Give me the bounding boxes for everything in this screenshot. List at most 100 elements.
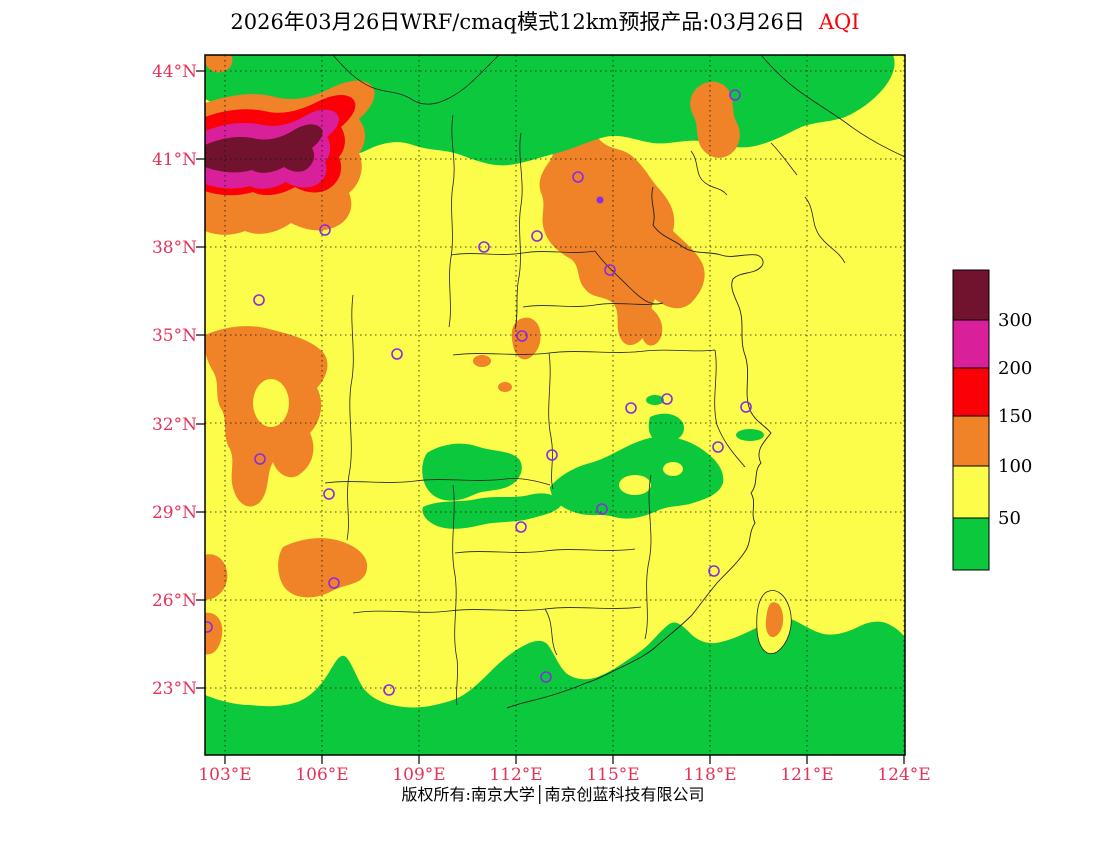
province-border <box>522 302 664 308</box>
city-marker <box>515 521 527 533</box>
province-border <box>514 132 523 330</box>
orange-strip-left-edge-1 <box>205 554 228 600</box>
orange-speck-2 <box>498 382 512 392</box>
orange-corner-northwest <box>205 55 233 73</box>
title-variable: AQI <box>818 10 860 34</box>
province-border <box>452 484 458 706</box>
yellow-hole-in-green-2 <box>663 462 683 476</box>
lat-label-26n: 26°N <box>152 591 197 611</box>
lat-label-23n: 23°N <box>152 679 197 699</box>
province-border <box>450 250 596 256</box>
legend-label-50: 50 <box>998 508 1021 529</box>
city-marker <box>253 294 265 306</box>
orange-streak-north <box>690 81 740 158</box>
yellow-hole-in-orange <box>253 379 289 427</box>
map-canvas <box>205 55 905 755</box>
lat-label-35n: 35°N <box>152 326 197 346</box>
city-marker <box>478 241 490 253</box>
city-marker <box>205 621 213 633</box>
legend-labels: 300 200 150 100 50 <box>998 310 1032 529</box>
city-marker <box>625 402 637 414</box>
city-marker-filled <box>596 196 604 204</box>
city-marker <box>254 453 266 465</box>
green-region-south-coast <box>205 617 905 755</box>
green-speck-east <box>736 429 764 441</box>
city-marker <box>708 565 720 577</box>
green-speck-small <box>646 395 664 405</box>
national-border-northeast <box>760 55 905 158</box>
city-marker <box>661 393 673 405</box>
lon-label-118e: 118°E <box>683 765 736 785</box>
lon-label-112e: 112°E <box>489 765 542 785</box>
province-border <box>770 142 798 176</box>
lon-label-109e: 109°E <box>392 765 445 785</box>
yellow-hole-in-green <box>619 475 651 495</box>
city-marker <box>319 224 331 236</box>
legend-colorbar: 300 200 150 100 50 <box>952 269 1032 571</box>
lat-label-44n: 44°N <box>152 62 197 82</box>
province-border <box>714 349 746 468</box>
province-border <box>644 474 652 640</box>
province-border <box>454 548 636 554</box>
city-marker <box>596 503 608 515</box>
orange-speck-1 <box>473 355 491 367</box>
lon-label-115e: 115°E <box>586 765 639 785</box>
lat-axis: 44°N 41°N 38°N 35°N 32°N 29°N 26°N 23°N <box>152 62 197 699</box>
province-border <box>544 608 558 656</box>
legend-label-150: 150 <box>998 406 1032 427</box>
legend-label-200: 200 <box>998 358 1032 379</box>
province-border <box>352 606 642 614</box>
lat-label-32n: 32°N <box>152 415 197 435</box>
lon-label-106e: 106°E <box>295 765 348 785</box>
legend-cell-green <box>952 517 990 571</box>
province-border <box>324 478 551 486</box>
lat-label-38n: 38°N <box>152 238 197 258</box>
city-marker <box>516 330 528 342</box>
city-marker <box>540 671 552 683</box>
legend-cell-red <box>952 367 990 417</box>
legend-cell-orange <box>952 415 990 467</box>
coastline-liaodong <box>690 150 728 196</box>
lon-label-121e: 121°E <box>780 765 833 785</box>
province-border <box>452 349 716 356</box>
page-title: 2026年03月26日WRF/cmaq模式12km预报产品:03月26日 AQI <box>230 10 859 34</box>
city-marker <box>546 449 558 461</box>
province-border <box>346 294 354 541</box>
province-border <box>548 352 554 490</box>
national-border-northwest <box>332 55 500 105</box>
orange-region-center-north <box>539 82 705 346</box>
lat-label-41n: 41°N <box>152 150 197 170</box>
legend-cell-magenta <box>952 319 990 369</box>
city-markers <box>205 89 752 696</box>
city-marker <box>729 89 741 101</box>
title-main: 2026年03月26日WRF/cmaq模式12km预报产品:03月26日 <box>230 10 804 34</box>
city-marker <box>391 348 403 360</box>
coastline-east <box>506 186 772 709</box>
city-marker <box>572 171 584 183</box>
city-marker <box>531 230 543 242</box>
lon-label-124e: 124°E <box>877 765 930 785</box>
city-marker <box>712 441 724 453</box>
lat-label-29n: 29°N <box>152 503 197 523</box>
map-area <box>204 54 906 756</box>
orange-tail-center <box>641 307 663 346</box>
province-border <box>448 114 455 328</box>
city-marker <box>740 401 752 413</box>
graticule <box>205 55 905 755</box>
city-marker <box>328 577 340 589</box>
province-border <box>594 250 664 305</box>
taiwan-orange-spot <box>765 602 784 638</box>
axis-ticks <box>196 70 905 764</box>
city-marker <box>383 684 395 696</box>
city-marker <box>604 264 616 276</box>
legend-cell-yellow <box>952 465 990 519</box>
green-region-east-arm <box>648 413 685 444</box>
orange-region-southwest-blob <box>278 538 368 598</box>
lon-label-103e: 103°E <box>198 765 251 785</box>
copyright-text: 版权所有:南京大学│南京创蓝科技有限公司 <box>401 784 704 804</box>
green-region-central-band <box>422 493 563 529</box>
green-region-central-west <box>422 443 522 501</box>
boundary-lines <box>324 55 905 709</box>
